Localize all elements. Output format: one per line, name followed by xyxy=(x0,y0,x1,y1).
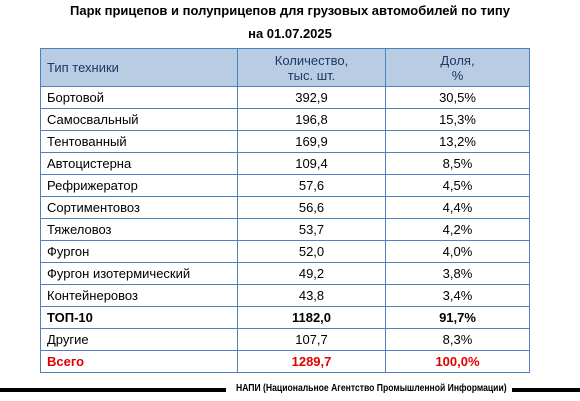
table-cell: 107,7 xyxy=(237,328,386,351)
table-cell: 392,9 xyxy=(237,86,386,109)
table-cell: 1289,7 xyxy=(237,350,386,373)
table-cell: 3,8% xyxy=(385,262,530,285)
table-cell: Сортиментовоз xyxy=(40,196,238,219)
table-cell: Контейнеровоз xyxy=(40,284,238,307)
subtitle: на 01.07.2025 xyxy=(248,26,332,41)
table-cell: 91,7% xyxy=(385,306,530,329)
table-cell: 4,0% xyxy=(385,240,530,263)
table-cell: 13,2% xyxy=(385,130,530,153)
table-row: ТОП-10 1182,0 91,7% xyxy=(40,306,530,329)
table-cell: 57,6 xyxy=(237,174,386,197)
table-row: Рефрижератор 57,6 4,5% xyxy=(40,174,530,197)
table-cell: Тяжеловоз xyxy=(40,218,238,241)
table-row: Другие 107,7 8,3% xyxy=(40,328,530,351)
table-cell: 169,9 xyxy=(237,130,386,153)
table-cell: 4,4% xyxy=(385,196,530,219)
table-cell: 8,5% xyxy=(385,152,530,175)
table-cell: Бортовой xyxy=(40,86,238,109)
table-cell: Самосвальный xyxy=(40,108,238,131)
table-cell: Всего xyxy=(40,350,238,373)
table-cell: 15,3% xyxy=(385,108,530,131)
table-cell: 109,4 xyxy=(237,152,386,175)
table-cell: 49,2 xyxy=(237,262,386,285)
footer: НАПИ (Национальное Агентство Промышленно… xyxy=(0,383,580,397)
rule xyxy=(512,388,580,392)
table-row: Бортовой 392,9 30,5% xyxy=(40,86,530,109)
table-cell: Тентованный xyxy=(40,130,238,153)
table-row: Фургон 52,0 4,0% xyxy=(40,240,530,263)
table-row: Автоцистерна 109,4 8,5% xyxy=(40,152,530,175)
table-cell: 8,3% xyxy=(385,328,530,351)
table-cell: 196,8 xyxy=(237,108,386,131)
table-cell: Автоцистерна xyxy=(40,152,238,175)
table-row: Всего 1289,7 100,0% xyxy=(40,350,530,373)
table-cell: 30,5% xyxy=(385,86,530,109)
table-cell: Другие xyxy=(40,328,238,351)
source: НАПИ (Национальное Агентство Промышленно… xyxy=(236,383,507,394)
table-cell: 4,2% xyxy=(385,218,530,241)
table-body: Бортовой 392,9 30,5% Самосвальный 196,8 15,3%… xyxy=(40,86,530,373)
column-header: Тип техники xyxy=(40,48,238,87)
table-cell: 52,0 xyxy=(237,240,386,263)
table-cell: 56,6 xyxy=(237,196,386,219)
table-cell: 4,5% xyxy=(385,174,530,197)
column-header: Количество, тыс. шт. xyxy=(237,48,386,87)
title: Парк прицепов и полуприцепов для грузовы… xyxy=(70,3,510,18)
table-cell: 3,4% xyxy=(385,284,530,307)
table-row: Тентованный 169,9 13,2% xyxy=(40,130,530,153)
table-cell: 43,8 xyxy=(237,284,386,307)
table-cell: 1182,0 xyxy=(237,306,386,329)
table-row: Сортиментовоз 56,6 4,4% xyxy=(40,196,530,219)
table-cell: Фургон изотермический xyxy=(40,262,238,285)
table-cell: 100,0% xyxy=(385,350,530,373)
column-header: Доля, % xyxy=(385,48,530,87)
table-row: Фургон изотермический 49,2 3,8% xyxy=(40,262,530,285)
data-table: Тип техники Количество, тыс. шт. Доля, % Б… xyxy=(40,48,530,373)
table-cell: Рефрижератор xyxy=(40,174,238,197)
table-row: Тяжеловоз 53,7 4,2% xyxy=(40,218,530,241)
table-cell: Фургон xyxy=(40,240,238,263)
header-row: Тип техники Количество, тыс. шт. Доля, % xyxy=(40,48,530,87)
rule xyxy=(0,388,226,392)
table-row: Самосвальный 196,8 15,3% xyxy=(40,108,530,131)
table-cell: ТОП-10 xyxy=(40,306,238,329)
table-row: Контейнеровоз 43,8 3,4% xyxy=(40,284,530,307)
table-cell: 53,7 xyxy=(237,218,386,241)
